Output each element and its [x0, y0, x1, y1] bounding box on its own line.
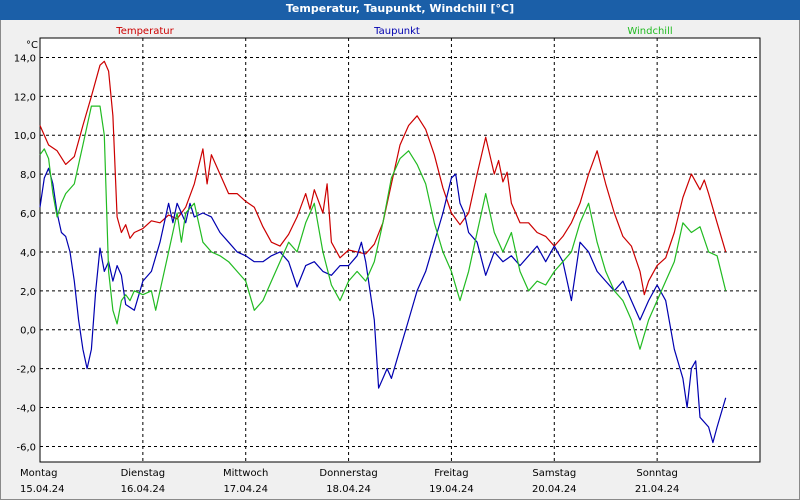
- y-tick-label: 6,0: [20, 209, 36, 220]
- y-tick-label: 0,0: [20, 326, 36, 337]
- x-tick-date: 18.04.24: [326, 484, 371, 495]
- y-axis-unit: °C: [26, 40, 38, 51]
- legend-temperatur: Temperatur: [115, 26, 174, 37]
- x-tick-date: 21.04.24: [635, 484, 680, 495]
- legend-taupunkt: Taupunkt: [373, 26, 420, 37]
- series-line-windchill: [39, 105, 727, 350]
- y-tick-label: 10,0: [14, 131, 36, 142]
- y-tick-label: 2,0: [20, 287, 36, 298]
- y-tick-label: -6,0: [16, 442, 36, 453]
- x-tick-day: Dienstag: [121, 468, 166, 479]
- y-tick-label: 14,0: [14, 53, 36, 64]
- x-tick-date: 15.04.24: [20, 484, 65, 495]
- y-tick-label: 4,0: [20, 248, 36, 259]
- series-line-taupunkt: [39, 167, 727, 444]
- y-tick-label: 12,0: [14, 92, 36, 103]
- x-tick-day: Sonntag: [636, 468, 678, 479]
- legend-windchill: Windchill: [627, 26, 672, 37]
- x-tick-day: Freitag: [434, 468, 468, 479]
- series-line-temperatur: [39, 60, 727, 296]
- y-tick-label: 8,0: [20, 170, 36, 181]
- plot-area: [39, 37, 761, 463]
- x-tick-date: 19.04.24: [429, 484, 474, 495]
- y-tick-label: -4,0: [16, 404, 36, 415]
- y-tick-label: -2,0: [16, 365, 36, 376]
- chart-title: Temperatur, Taupunkt, Windchill [°C]: [0, 0, 800, 20]
- x-tick-date: 17.04.24: [223, 484, 268, 495]
- x-tick-day: Samstag: [532, 468, 576, 479]
- x-tick-date: 20.04.24: [532, 484, 577, 495]
- x-tick-date: 16.04.24: [121, 484, 166, 495]
- x-tick-day: Mittwoch: [223, 468, 268, 479]
- x-tick-day: Montag: [20, 468, 57, 479]
- x-tick-day: Donnerstag: [319, 468, 377, 479]
